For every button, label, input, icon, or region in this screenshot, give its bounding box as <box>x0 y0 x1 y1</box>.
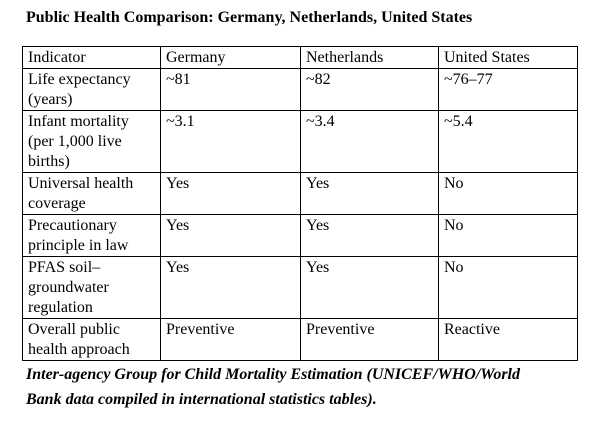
cell: ~3.4 <box>300 110 439 173</box>
row-label: Universal health coverage <box>22 172 161 215</box>
column-header: Indicator <box>22 46 161 69</box>
cell: Yes <box>300 172 439 215</box>
cell: Yes <box>300 214 439 257</box>
cell: No <box>438 256 578 319</box>
table-row: Overall public health approach Preventive… <box>22 318 578 361</box>
cell: ~76–77 <box>438 68 578 111</box>
row-label: Overall public health approach <box>22 318 161 361</box>
cell: Yes <box>160 256 301 319</box>
cell: Yes <box>300 256 439 319</box>
cell: No <box>438 214 578 257</box>
column-header: Germany <box>160 46 301 69</box>
cell: Yes <box>160 214 301 257</box>
caption: Inter-agency Group for Child Mortality E… <box>26 366 520 408</box>
comparison-table: Indicator Germany Netherlands United States… <box>22 46 578 361</box>
cell: Preventive <box>300 318 439 361</box>
title: Public Health Comparison: Germany, Nethe… <box>26 9 473 26</box>
table-body: Life expectancy (years) ~81 ~82 ~76–77 Infan… <box>22 68 578 361</box>
row-label: PFAS soil–groundwater regulation <box>22 256 161 319</box>
cell: ~3.1 <box>160 110 301 173</box>
cell: ~5.4 <box>438 110 578 173</box>
row-label: Precautionary principle in law <box>22 214 161 257</box>
header-row: Indicator Germany Netherlands United States <box>22 46 578 69</box>
table-row: Precautionary principle in law Yes Yes No <box>22 214 578 257</box>
cell: ~82 <box>300 68 439 111</box>
row-label: Infant mortality (per 1,000 live births) <box>22 110 161 173</box>
table-row: Infant mortality (per 1,000 live births)… <box>22 110 578 173</box>
cell: No <box>438 172 578 215</box>
column-header: Netherlands <box>300 46 439 69</box>
table-row: Universal health coverage Yes Yes No <box>22 172 578 215</box>
cell: Reactive <box>438 318 578 361</box>
table-row: PFAS soil–groundwater regulation Yes Yes No <box>22 256 578 319</box>
cell: ~81 <box>160 68 301 111</box>
row-label: Life expectancy (years) <box>22 68 161 111</box>
cell: Preventive <box>160 318 301 361</box>
cell: Yes <box>160 172 301 215</box>
column-header: United States <box>438 46 578 69</box>
table-row: Life expectancy (years) ~81 ~82 ~76–77 <box>22 68 578 111</box>
